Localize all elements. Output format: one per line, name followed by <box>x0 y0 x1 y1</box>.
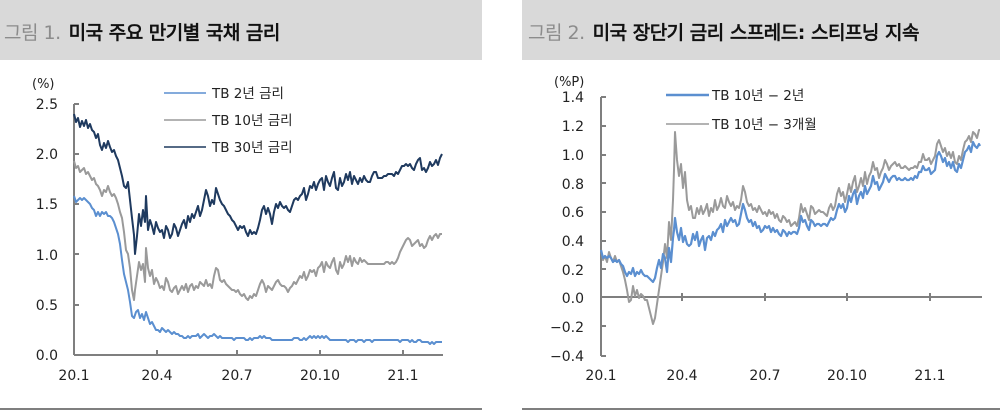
y-tick-label: 1.5 <box>36 197 58 213</box>
legend-item-spread-10y-2y: TB 10년 − 2년 <box>666 88 804 104</box>
legend-label: TB 10년 − 2년 <box>711 88 804 104</box>
y-tick-label: 1.2 <box>562 119 584 135</box>
bottom-divider <box>0 408 482 410</box>
legend-item-spread-10y-3m: TB 10년 − 3개월 <box>666 117 817 133</box>
y-tick-label: 0.0 <box>562 291 584 307</box>
x-tick-label: 20.7 <box>749 368 780 384</box>
y-tick-label: 0.5 <box>36 298 58 314</box>
x-tick-label: 21.1 <box>914 368 945 384</box>
y-axis-unit: (%) <box>32 77 55 92</box>
figure-2-heading: 그림 2. 미국 장단기 금리 스프레드: 스티프닝 지속 <box>528 18 919 45</box>
series-tb10y-line <box>73 160 442 301</box>
y-tick-label: 2.0 <box>36 147 58 163</box>
figure-2-legend: TB 10년 − 2년 TB 10년 − 3개월 <box>666 88 817 133</box>
figure-1-label: 그림 1. <box>4 22 61 44</box>
y-tick-label: −0.4 <box>550 349 584 365</box>
y-axis-unit: (%P) <box>554 75 584 90</box>
x-tick-label: 20.1 <box>58 368 89 384</box>
figure-2-chart: (%P) 1.4 1.2 1.0 0.8 0.6 0.4 0.2 0.0 −0.… <box>550 75 982 384</box>
legend-label: TB 2년 금리 <box>211 86 284 102</box>
x-tick-label: 20.7 <box>221 368 252 384</box>
figure-1-panel: 그림 1. 미국 주요 만기별 국채 금리 (%) 2.5 2.0 1.5 1.0… <box>0 0 482 413</box>
series-tb2y-line <box>73 195 442 345</box>
figure-1-legend: TB 2년 금리 TB 10년 금리 TB 30년 금리 <box>164 86 293 156</box>
figure-2-title-bar: 그림 2. 미국 장단기 금리 스프레드: 스티프닝 지속 <box>522 0 1000 60</box>
legend-item-tb30y: TB 30년 금리 <box>164 140 293 156</box>
figure-1-title: 미국 주요 만기별 국채 금리 <box>68 22 281 44</box>
x-tick-label: 20.10 <box>300 368 340 384</box>
y-tick-label: 1.4 <box>562 90 584 106</box>
x-tick-label: 21.1 <box>387 368 418 384</box>
bottom-divider <box>522 408 1000 410</box>
axes <box>73 103 443 356</box>
y-tick-label: 1.0 <box>562 148 584 164</box>
series-spread-10y-3m-line <box>600 129 980 325</box>
x-tick-label: 20.1 <box>585 368 616 384</box>
series-spread-10y-2y-line <box>599 140 981 284</box>
legend-label: TB 30년 금리 <box>211 140 293 156</box>
y-tick-label: 0.4 <box>562 234 584 250</box>
x-tick-label: 20.4 <box>666 368 697 384</box>
y-tick-label: −0.2 <box>550 320 584 336</box>
figure-1-heading: 그림 1. 미국 주요 만기별 국채 금리 <box>4 18 280 45</box>
legend-item-tb2y: TB 2년 금리 <box>164 86 284 102</box>
legend-label: TB 10년 금리 <box>211 113 293 129</box>
y-tick-label: 2.5 <box>36 97 58 113</box>
y-tick-label: 1.0 <box>36 248 58 264</box>
figure-2-panel: 그림 2. 미국 장단기 금리 스프레드: 스티프닝 지속 (%P) 1.4 1.… <box>522 0 1000 413</box>
y-tick-label: 0.0 <box>36 348 58 364</box>
legend-item-tb10y: TB 10년 금리 <box>164 113 293 129</box>
figure-1-chart: (%) 2.5 2.0 1.5 1.0 0.5 0.0 20.1 20.4 20… <box>32 77 443 384</box>
series-tb30y-line <box>73 113 443 255</box>
y-tick-label: 0.8 <box>562 177 584 193</box>
figure-2-title: 미국 장단기 금리 스프레드: 스티프닝 지속 <box>592 22 920 44</box>
x-tick-label: 20.4 <box>141 368 172 384</box>
y-tick-label: 0.2 <box>562 263 584 279</box>
axes <box>600 96 982 357</box>
figure-2-label: 그림 2. <box>528 22 585 44</box>
x-tick-label: 20.10 <box>827 368 867 384</box>
figure-1-title-bar: 그림 1. 미국 주요 만기별 국채 금리 <box>0 0 482 60</box>
legend-label: TB 10년 − 3개월 <box>711 117 817 133</box>
y-tick-label: 0.6 <box>562 205 584 221</box>
